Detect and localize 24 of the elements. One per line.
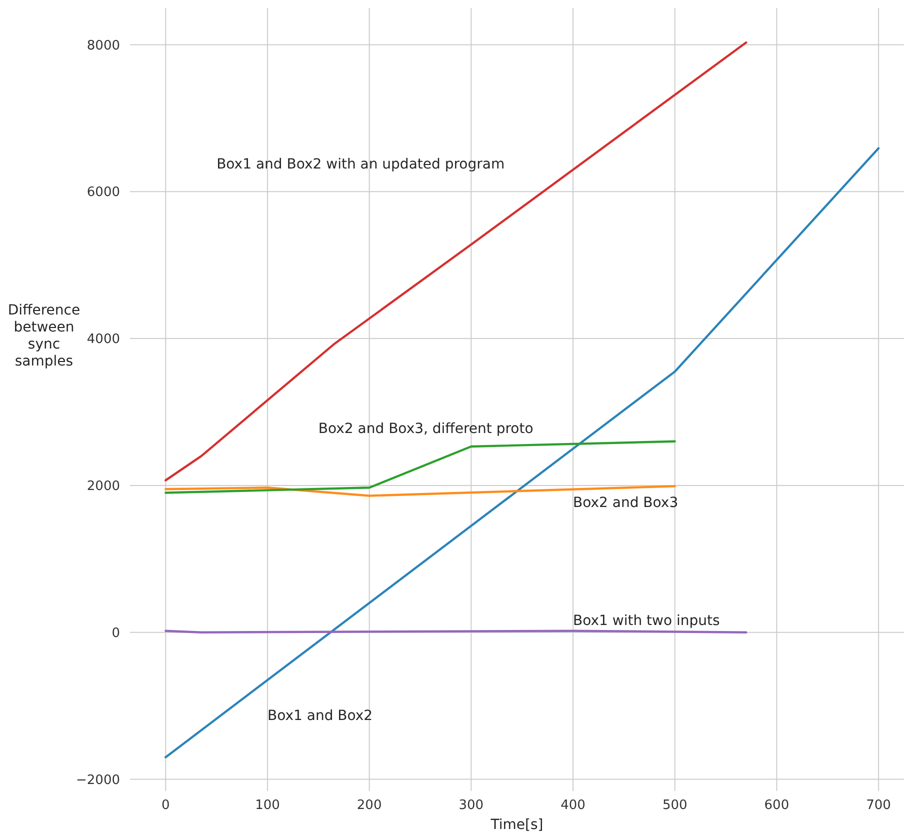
y-tick-label: 6000	[86, 185, 120, 200]
series-label: Box2 and Box3	[573, 495, 678, 512]
y-tick-label: −2000	[76, 772, 120, 788]
x-tick-label: 100	[255, 798, 280, 813]
x-tick-label: 600	[764, 798, 790, 813]
line-series	[164, 41, 748, 482]
y-tick-label: 4000	[86, 332, 120, 348]
y-tick-label: 8000	[86, 38, 120, 54]
series-label: Box1 and Box2	[267, 708, 373, 724]
line-series	[164, 485, 676, 497]
x-tick-label: 400	[560, 798, 586, 813]
y-tick-label: 0	[112, 626, 120, 641]
series-label: Box2 and Box3, different proto	[318, 421, 534, 438]
y-axis-title: Difference between sync samples	[8, 302, 80, 370]
text: Box1 and Box2 with an updated program	[216, 156, 505, 173]
x-axis-title: Time[s]	[490, 817, 544, 833]
x-tick-label: 300	[458, 798, 484, 813]
x-tick-label: 700	[866, 798, 891, 813]
series-label: Box1 with two inputs	[573, 612, 720, 629]
y-tick-label: 2000	[86, 478, 120, 494]
x-tick-label: 200	[356, 798, 382, 813]
line-series	[164, 440, 676, 494]
x-tick-label: 500	[662, 798, 688, 813]
x-tick-label: 0	[162, 798, 170, 813]
